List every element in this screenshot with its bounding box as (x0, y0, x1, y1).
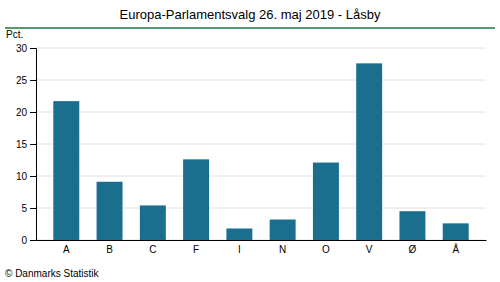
y-axis-title: Pct. (6, 29, 23, 40)
x-tick: I (238, 244, 241, 255)
y-tick-label: 20 (16, 107, 28, 118)
title-rule (5, 27, 495, 29)
x-tick: B (106, 244, 113, 255)
y-tick: 30 (16, 43, 36, 54)
y-tick-label: 25 (16, 75, 28, 86)
grid-line (36, 176, 486, 177)
bar (140, 205, 166, 240)
x-tick: O (322, 244, 330, 255)
x-tick-label: I (238, 244, 241, 255)
bar (183, 159, 209, 240)
grid-line (36, 144, 486, 145)
y-tick-mark (30, 176, 36, 177)
x-tick-label: V (366, 244, 373, 255)
y-tick-label: 5 (21, 203, 27, 214)
bar (53, 101, 79, 240)
x-tick: Å (452, 243, 459, 255)
y-tick: 0 (21, 235, 36, 246)
x-tick: C (149, 244, 156, 255)
y-tick: 25 (16, 75, 36, 86)
bar (356, 63, 382, 240)
x-tick: F (193, 244, 199, 255)
bar (313, 163, 339, 240)
y-tick-label: 0 (21, 235, 27, 246)
bar (443, 223, 469, 240)
chart: Europa-Parlamentsvalg 26. maj 2019 - Lås… (0, 0, 500, 282)
x-axis-line (37, 240, 487, 241)
x-tick-label: N (279, 244, 286, 255)
y-tick-label: 15 (16, 139, 28, 150)
y-tick-mark (30, 240, 36, 241)
grid (36, 48, 486, 240)
x-axis: ABCFINOVØÅ (37, 241, 487, 256)
x-tick-label: F (193, 244, 199, 255)
y-tick-mark (30, 112, 36, 113)
y-tick-mark (30, 144, 36, 145)
y-tick: 10 (16, 171, 36, 182)
x-tick-label: O (322, 244, 330, 255)
bar (97, 182, 123, 240)
y-tick-mark (30, 48, 36, 49)
y-tick-label: 30 (16, 43, 28, 54)
title: Europa-Parlamentsvalg 26. maj 2019 - Lås… (120, 7, 381, 22)
y-tick: 15 (16, 139, 36, 150)
y-axis: 0 5 10 15 20 25 30 (16, 43, 37, 246)
y-tick: 5 (21, 203, 36, 214)
x-tick: Ø (409, 244, 417, 255)
bars (53, 63, 468, 240)
grid-line (36, 112, 486, 113)
x-tick-label: Å (452, 243, 459, 255)
y-tick-label: 10 (16, 171, 28, 182)
bar (399, 211, 425, 240)
x-tick-label: A (63, 244, 70, 255)
x-tick: A (63, 244, 70, 255)
x-tick-label: C (149, 244, 156, 255)
grid-line (36, 80, 486, 81)
x-tick-label: B (106, 244, 113, 255)
bar (226, 228, 252, 240)
bar (270, 220, 296, 240)
x-tick: V (366, 244, 373, 255)
y-tick-mark (30, 208, 36, 209)
x-tick: N (279, 244, 286, 255)
y-tick: 20 (16, 107, 36, 118)
plot: 0 5 10 15 20 25 30 A B C F I N O V Ø Å (16, 43, 487, 255)
grid-line (36, 48, 486, 49)
footer: © Danmarks Statistik (5, 268, 100, 279)
x-tick-label: Ø (409, 244, 417, 255)
y-tick-mark (30, 80, 36, 81)
y-axis-line (30, 49, 37, 241)
